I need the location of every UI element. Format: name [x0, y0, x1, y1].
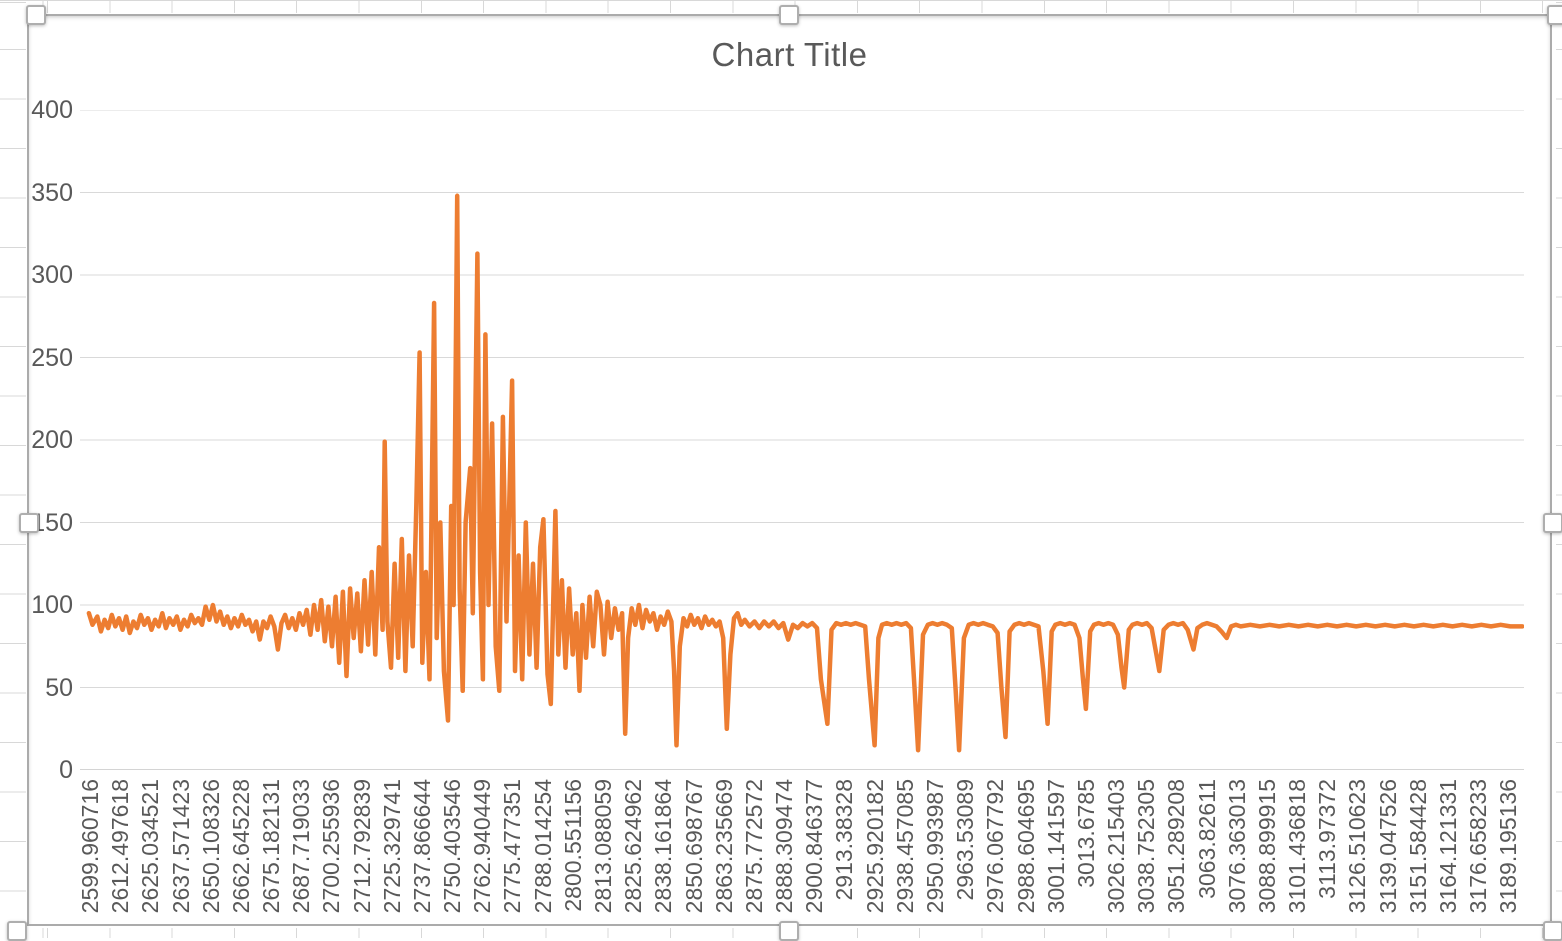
y-axis-tick-label: 100: [31, 591, 73, 619]
x-axis-tick-label: 3113.97372: [1314, 779, 1341, 899]
x-axis-tick-label: 3164.121331: [1434, 779, 1461, 914]
resize-handle-middle-right[interactable]: [1543, 513, 1562, 533]
x-axis-tick-label: 3176.658233: [1465, 779, 1492, 914]
x-axis-tick-label: 2838.161864: [650, 779, 677, 914]
x-axis-tick-label: 2825.624962: [620, 779, 647, 914]
x-axis-tick-label: 3101.436818: [1284, 779, 1311, 914]
plot-area[interactable]: [80, 110, 1524, 770]
x-axis-tick-label: 2875.772572: [740, 779, 767, 914]
x-axis-tick-label: 2775.477351: [499, 779, 526, 914]
x-axis-tick-label: 2687.719033: [288, 779, 315, 914]
x-axis-tick-label: 3088.899915: [1253, 779, 1280, 914]
x-axis-tick-label: 2675.182131: [258, 779, 285, 914]
x-axis-tick-label: 2850.698767: [680, 779, 707, 914]
x-axis-tick-label: 3001.141597: [1042, 779, 1069, 914]
series-line[interactable]: [86, 193, 1524, 753]
resize-handle-bottom-left[interactable]: [7, 921, 27, 941]
x-axis-tick-label: 2950.993987: [921, 779, 948, 914]
x-axis-tick-label: 3026.215403: [1103, 779, 1130, 914]
x-axis-tick-label: 3013.6785: [1072, 779, 1099, 888]
x-axis-tick-label: 2963.53089: [952, 779, 979, 901]
y-axis-tick-label: 350: [31, 178, 73, 207]
x-axis-tick-label: 2900.846377: [801, 779, 828, 914]
x-axis-tick-label: 2925.920182: [861, 779, 888, 914]
x-axis-tick-label: 2612.497618: [107, 779, 134, 914]
x-axis-tick-label: 3139.047526: [1374, 779, 1401, 914]
resize-handle-top-left[interactable]: [26, 5, 46, 25]
chart-object[interactable]: Chart Title 400 350 300 250 200 150 100 50 0 259…: [27, 14, 1552, 926]
resize-handle-top-right[interactable]: [1547, 5, 1562, 25]
x-axis-tick-label: 2725.329741: [378, 779, 405, 914]
x-axis-tick-label: 2637.571423: [167, 779, 194, 914]
x-axis-tick-label: 2599.960716: [77, 779, 103, 914]
x-axis-tick-label: 2737.866644: [408, 779, 435, 914]
x-axis-tick-label: 3126.510623: [1344, 779, 1371, 914]
x-axis-tick-label: 2800.551156: [559, 779, 586, 912]
x-axis-tick-label: 3189.195136: [1495, 779, 1522, 914]
resize-handle-middle-left[interactable]: [19, 513, 39, 533]
resize-handle-bottom-middle[interactable]: [779, 921, 799, 941]
x-axis-tick-label: 2788.014254: [529, 779, 556, 914]
x-axis-tick-label: 2863.235669: [710, 779, 737, 914]
x-axis-tick-label: 2662.645228: [227, 779, 254, 914]
x-axis-tick-label: 3038.752305: [1133, 779, 1160, 914]
x-axis-tick-label: 3051.289208: [1163, 779, 1190, 914]
sheet-gridlines-left: [0, 0, 26, 938]
y-axis-tick-label: 200: [31, 426, 73, 454]
sheet-gridlines-right: [1556, 0, 1562, 938]
resize-handle-bottom-right[interactable]: [1543, 921, 1562, 941]
x-axis-tick-label: 2888.309474: [771, 779, 798, 914]
x-axis-tick-label: 2976.067792: [982, 779, 1009, 914]
y-axis-tick-label: 50: [45, 673, 73, 702]
x-axis-tick-label: 2938.457085: [891, 779, 918, 914]
x-axis-tick-label: 2750.403546: [439, 779, 466, 914]
resize-handle-top-middle[interactable]: [779, 5, 799, 25]
x-axis-tick-label: 2625.034521: [137, 779, 164, 914]
y-axis-tick-label: 250: [31, 343, 73, 372]
x-axis-tick-label: 3151.584428: [1404, 779, 1431, 914]
x-axis-tick-label: 3076.363013: [1223, 779, 1250, 914]
chart-title[interactable]: Chart Title: [711, 36, 868, 73]
x-axis-tick-label: 2712.792839: [348, 779, 375, 914]
x-axis-tick-label: 2762.940449: [469, 779, 496, 914]
x-axis-tick-label: 3063.82611: [1193, 779, 1220, 899]
y-axis-tick-label: 400: [31, 96, 73, 124]
x-axis-tick-label: 2650.108326: [197, 779, 224, 914]
x-axis-tick-label: 2988.604695: [1012, 779, 1039, 914]
x-axis-tick-label: 2700.255936: [318, 779, 345, 914]
x-axis-tick-label: 2813.088059: [590, 779, 617, 914]
y-axis-tick-label: 0: [59, 756, 73, 784]
x-axis-tick-label: 2913.38328: [831, 779, 858, 901]
y-axis-tick-label: 300: [31, 261, 73, 289]
